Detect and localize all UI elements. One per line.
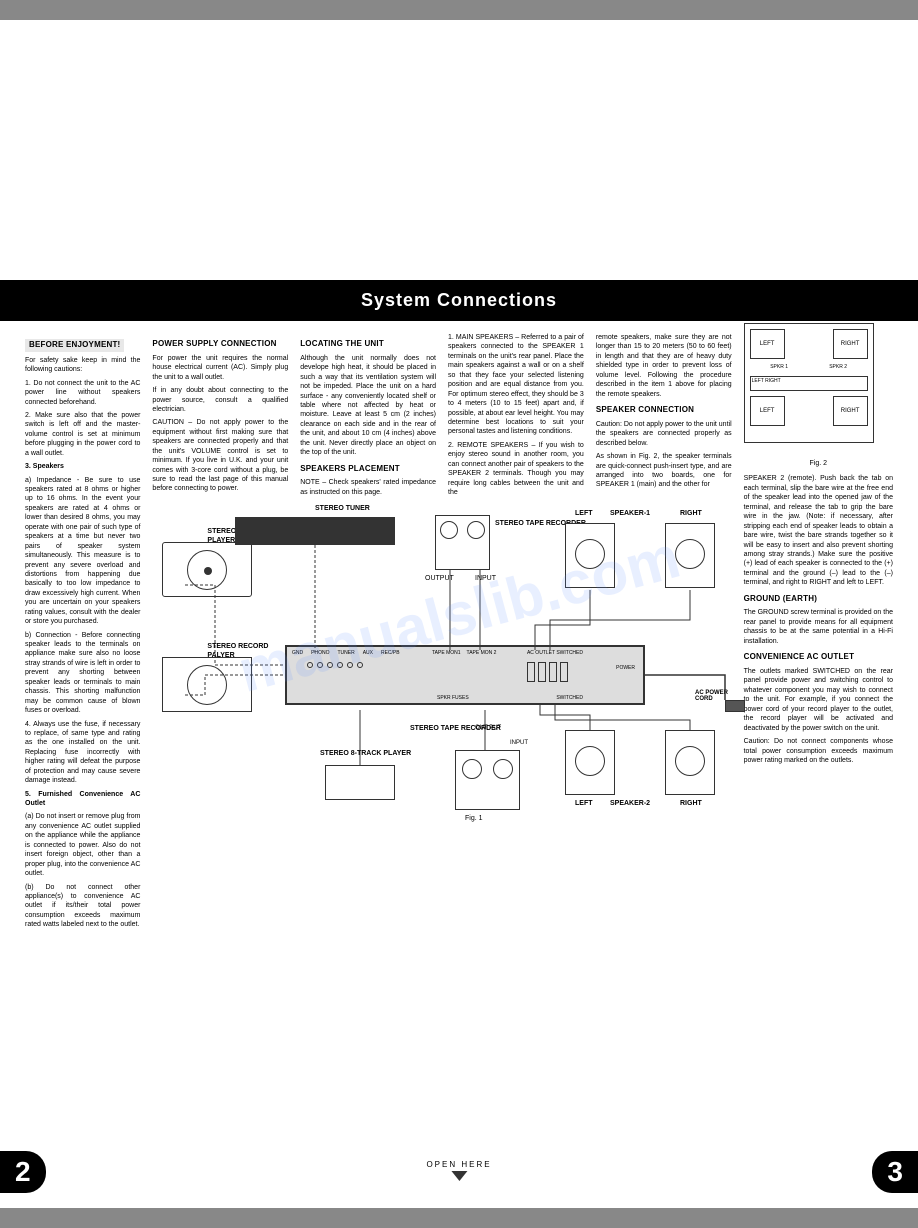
text: Caution: Do not connect components whose…	[744, 737, 893, 765]
figure-2: LEFT RIGHT SPKR 1SPKR 2 LEFT RIGHT LEFT …	[744, 323, 874, 443]
column-1: BEFORE ENJOYMENT! For safety sake keep i…	[25, 333, 140, 934]
label-switched: SWITCHED	[556, 695, 583, 701]
figure-1-diagram: STEREO TUNER STEREO TAPE RECORDER OUTPUT…	[185, 515, 745, 835]
fig2-terminal-strip: LEFT RIGHT	[750, 376, 868, 391]
arrow-down-icon	[451, 1171, 467, 1181]
manual-page: System Connections BEFORE ENJOYMENT! For…	[0, 20, 918, 1208]
page-number-right: 3	[872, 1151, 918, 1193]
page-number-left: 2	[0, 1151, 46, 1193]
text: 3. Speakers	[25, 462, 140, 471]
label-speaker2: SPEAKER-2	[610, 800, 650, 807]
text: The outlets marked SWITCHED on the rear …	[744, 667, 893, 733]
comp-speaker-l1	[565, 523, 615, 588]
fig2-caption: Fig. 2	[744, 459, 893, 468]
text: remote speakers, make sure they are not …	[596, 333, 732, 399]
text: (b) Do not connect other appliance(s) to…	[25, 883, 140, 930]
comp-speaker-l2	[565, 730, 615, 795]
label-8track: STEREO 8-TRACK PLAYER	[320, 750, 411, 757]
content-area: System Connections BEFORE ENJOYMENT! For…	[0, 20, 918, 964]
comp-8track	[325, 765, 395, 800]
heading-ground: GROUND (EARTH)	[744, 594, 893, 605]
fig1-caption: Fig. 1	[465, 815, 483, 822]
text: a) Impedance - Be sure to use speakers r…	[25, 476, 140, 627]
label-left2: LEFT	[575, 800, 593, 807]
text: For safety sake keep in mind the followi…	[25, 356, 140, 375]
label-input2: INPUT	[510, 740, 528, 746]
title-bar: System Connections	[0, 280, 918, 321]
label-outp: OUT PUT	[475, 725, 501, 731]
heading-before-enjoyment: BEFORE ENJOYMENT!	[25, 339, 124, 352]
label-speaker1: SPEAKER-1	[610, 510, 650, 517]
text: 1. Do not connect the unit to the AC pow…	[25, 379, 140, 407]
rear-panel: GND PHONO TUNER AUX REC/PB TAPE MON1 TAP…	[285, 645, 645, 705]
text: SPEAKER 2 (remote). Push back the tab on…	[744, 474, 893, 587]
fig2-left-box2: LEFT	[750, 396, 785, 426]
label-input: INPUT	[475, 575, 496, 582]
fig2-terminals: SPKR 1SPKR 2	[750, 364, 868, 371]
label-tuner: STEREO TUNER	[315, 505, 370, 512]
text: If in any doubt about connecting to the …	[152, 386, 288, 414]
label-right2: RIGHT	[680, 800, 702, 807]
label-left: LEFT	[575, 510, 593, 517]
text: For power the unit requires the normal h…	[152, 354, 288, 382]
text: (a) Do not insert or remove plug from an…	[25, 812, 140, 878]
text: 2. Make sure also that the power switch …	[25, 411, 140, 458]
text: 5. Furnished Convenience AC Outlet	[25, 790, 140, 809]
heading-convenience-outlet: CONVENIENCE AC OUTLET	[744, 652, 893, 663]
label-right: RIGHT	[680, 510, 702, 517]
top-spacer	[25, 50, 893, 280]
label-spkr-fuses: SPKR FUSES	[437, 695, 469, 701]
heading-power-supply: POWER SUPPLY CONNECTION	[152, 339, 288, 350]
text: NOTE – Check speakers' rated impedance a…	[300, 478, 436, 497]
text: CAUTION – Do not apply power to the equi…	[152, 418, 288, 494]
heading-speakers-placement: SPEAKERS PLACEMENT	[300, 464, 436, 475]
comp-plug	[725, 700, 745, 712]
label-power: POWER	[616, 665, 635, 671]
heading-speaker-connection: SPEAKER CONNECTION	[596, 405, 732, 416]
fig2-right-box: RIGHT	[833, 329, 868, 359]
comp-tuner	[235, 517, 395, 545]
label-output: OUTPUT	[425, 575, 454, 582]
text: 4. Always use the fuse, if necessary to …	[25, 720, 140, 786]
text: Caution: Do not apply power to the unit …	[596, 420, 732, 448]
comp-tape-rec	[435, 515, 490, 570]
open-here-label: OPEN HERE	[426, 1160, 491, 1183]
comp-tape-rec2	[455, 750, 520, 810]
comp-speaker-r1	[665, 523, 715, 588]
heading-locating: LOCATING THE UNIT	[300, 339, 436, 350]
label-ac-outlet: AC OUTLET SWITCHED	[527, 650, 583, 656]
text: The GROUND screw terminal is provided on…	[744, 608, 893, 646]
text: As shown in Fig. 2, the speaker terminal…	[596, 452, 732, 490]
comp-speaker-r2	[665, 730, 715, 795]
fig2-left-box: LEFT	[750, 329, 785, 359]
text: Although the unit normally does not deve…	[300, 354, 436, 458]
fig2-right-box2: RIGHT	[833, 396, 868, 426]
column-6: LEFT RIGHT SPKR 1SPKR 2 LEFT RIGHT LEFT …	[744, 333, 893, 934]
text: 2. REMOTE SPEAKERS – If you wish to enjo…	[448, 441, 584, 498]
text: 1. MAIN SPEAKERS – Referred to a pair of…	[448, 333, 584, 437]
text: b) Connection - Before connecting speake…	[25, 631, 140, 716]
